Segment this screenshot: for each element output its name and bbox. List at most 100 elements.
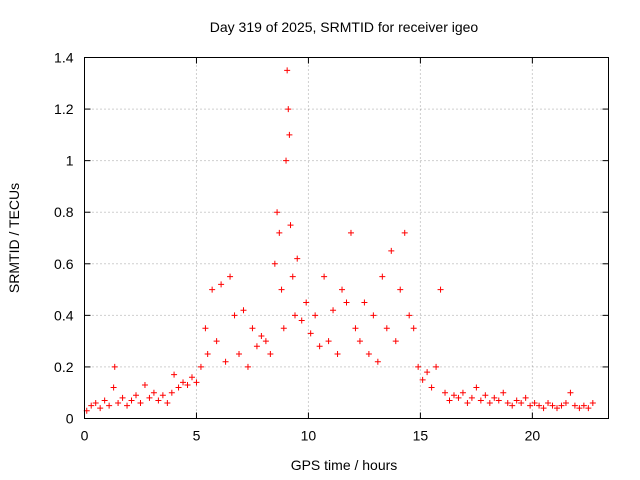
data-point [361,299,368,306]
data-point [522,394,529,401]
data-point [316,343,323,350]
data-point [334,351,341,358]
data-point [455,394,462,401]
data-point [374,358,381,365]
grid-lines [84,57,609,419]
data-point [442,389,449,396]
data-point [406,312,413,319]
data-point [495,397,502,404]
data-point [437,286,444,293]
data-point [589,400,596,407]
data-point [562,400,569,407]
data-point [343,299,350,306]
x-axis-label: GPS time / hours [291,457,398,473]
data-point [540,405,547,412]
data-point [133,392,140,399]
data-point [284,67,291,74]
data-point [285,106,292,113]
data-point [188,374,195,381]
data-point [209,286,216,293]
data-point [576,405,583,412]
y-tick-label: 0.6 [54,256,74,272]
data-point [101,397,108,404]
data-point [111,363,118,370]
data-point [115,400,122,407]
data-point [253,343,260,350]
data-point [477,397,484,404]
data-point [545,400,552,407]
data-point [365,351,372,358]
data-point [312,312,319,319]
data-point [262,338,269,345]
y-tick-label: 1 [66,153,74,169]
data-point [388,247,395,254]
data-point [464,400,471,407]
data-point [410,325,417,332]
data-point [370,312,377,319]
data-point [175,384,182,391]
data-point [180,379,187,386]
data-point [424,369,431,376]
data-point [97,405,104,412]
x-tick-label: 5 [193,428,201,444]
data-point [468,394,475,401]
data-point [325,338,332,345]
axes-ticks: 0 0.2 0.4 0.6 0.8 1 1.2 1.4 0 5 10 15 20 [54,50,609,444]
data-point [287,222,294,229]
data-point [415,363,422,370]
data-point [491,394,498,401]
data-point [283,157,290,164]
data-point [291,312,298,319]
data-point [244,363,251,370]
data-point [303,299,310,306]
data-point [531,400,538,407]
data-point [536,402,543,409]
chart-title: Day 319 of 2025, SRMTID for receiver ige… [210,19,479,35]
data-point [294,255,301,262]
data-point [527,402,534,409]
data-point [401,229,408,236]
y-tick-label: 0.2 [54,359,74,375]
data-point [286,131,293,138]
data-point [258,332,265,339]
x-tick-label: 15 [413,428,429,444]
y-tick-label: 0 [66,411,74,427]
data-point [146,394,153,401]
data-point [356,338,363,345]
data-points [83,67,596,414]
data-point [298,317,305,324]
data-point [433,363,440,370]
data-point [379,273,386,280]
data-point [119,394,126,401]
data-point [222,358,229,365]
data-point [106,402,113,409]
data-point [352,325,359,332]
data-point [450,392,457,399]
y-axis-label: SRMTID / TECUs [6,183,22,293]
data-point [459,389,466,396]
data-point [202,325,209,332]
data-point [339,286,346,293]
data-point [184,381,191,388]
data-point [553,405,560,412]
data-point [110,384,117,391]
data-point [446,397,453,404]
data-point [321,273,328,280]
data-point [249,325,256,332]
data-point [276,229,283,236]
data-point [240,307,247,314]
data-point [549,402,556,409]
x-tick-label: 0 [81,428,89,444]
data-point [171,371,178,378]
data-point [482,392,489,399]
data-point [267,351,274,358]
data-point [571,402,578,409]
data-point [504,400,511,407]
data-point [128,397,135,404]
data-point [278,286,285,293]
data-point [500,389,507,396]
data-point [271,260,278,267]
data-point [193,379,200,386]
data-point [347,229,354,236]
